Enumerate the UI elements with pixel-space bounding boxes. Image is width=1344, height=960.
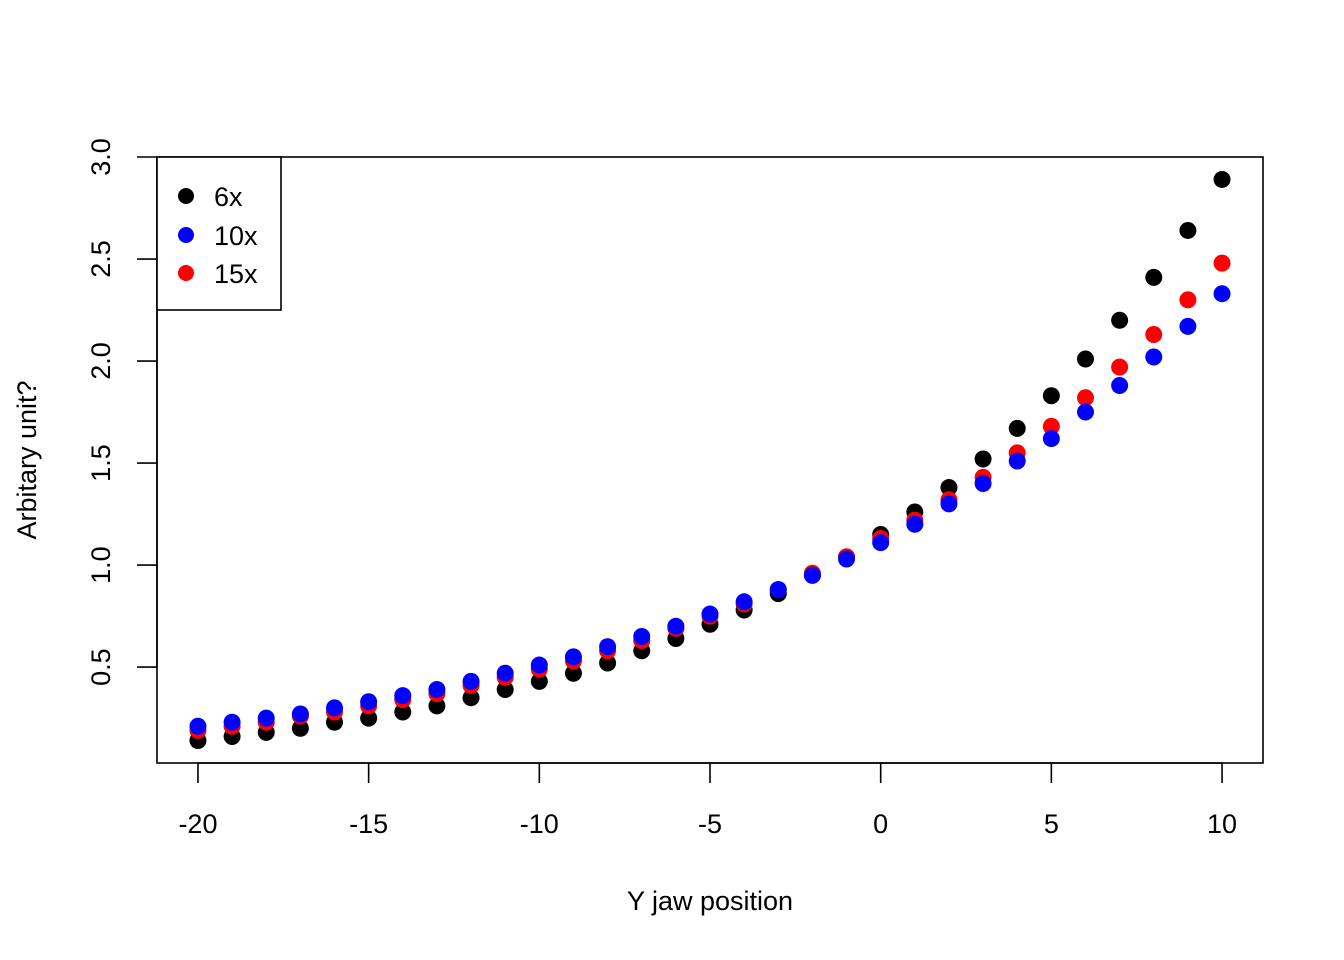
plot-area-frame: [156, 156, 1264, 764]
x-tick-label: 10: [1207, 809, 1237, 839]
point-6x: [496, 681, 514, 699]
point-15x: [1042, 417, 1060, 435]
y-tick-label: 2.5: [86, 240, 116, 278]
point-10x: [360, 693, 378, 711]
point-10x: [189, 717, 207, 735]
point-6x: [940, 479, 958, 497]
point-10x: [735, 593, 753, 611]
point-15x: [1179, 291, 1197, 309]
x-tick-label: -10: [520, 809, 559, 839]
point-10x: [394, 687, 412, 705]
point-6x: [291, 719, 309, 737]
point-10x: [1179, 317, 1197, 335]
y-tick-label: 1.0: [86, 546, 116, 584]
point-6x: [599, 654, 617, 672]
point-10x: [974, 474, 992, 492]
point-10x: [803, 566, 821, 584]
legend-marker-10x: [178, 227, 194, 243]
legend-marker-15x: [178, 265, 194, 281]
legend-label-10x: 10x: [214, 221, 258, 251]
point-10x: [428, 681, 446, 699]
legend: 6x 10x 15x: [156, 156, 282, 311]
x-axis: -20 -15 -10 -5 0 5 10: [178, 762, 1237, 839]
point-15x: [1076, 389, 1094, 407]
point-6x: [1008, 419, 1026, 437]
point-6x: [1042, 387, 1060, 405]
point-10x: [906, 515, 924, 533]
point-15x: [1213, 254, 1231, 272]
y-axis-title: Arbitary unit?: [12, 380, 42, 539]
y-axis: 0.5 1.0 1.5 2.0 2.5 3.0: [86, 138, 158, 686]
point-6x: [428, 697, 446, 715]
point-15x: [1145, 326, 1163, 344]
point-6x: [564, 664, 582, 682]
point-6x: [462, 689, 480, 707]
point-6x: [1179, 221, 1197, 239]
y-tick-label: 1.5: [86, 444, 116, 482]
x-tick-label: -15: [349, 809, 388, 839]
point-10x: [1008, 452, 1026, 470]
legend-marker-6x: [178, 188, 194, 204]
point-10x: [1213, 285, 1231, 303]
data-points: [189, 170, 1231, 750]
legend-label-15x: 15x: [214, 259, 258, 289]
point-10x: [496, 664, 514, 682]
point-10x: [838, 550, 856, 568]
point-10x: [530, 656, 548, 674]
point-10x: [1042, 430, 1060, 448]
x-axis-title: Y jaw position: [627, 886, 793, 916]
point-10x: [1111, 377, 1129, 395]
x-tick-label: -20: [178, 809, 217, 839]
legend-box: [156, 156, 282, 311]
point-6x: [1076, 350, 1094, 368]
point-6x: [530, 672, 548, 690]
x-tick-label: 0: [873, 809, 888, 839]
point-10x: [291, 705, 309, 723]
point-10x: [223, 713, 241, 731]
point-10x: [564, 648, 582, 666]
point-10x: [1076, 403, 1094, 421]
y-tick-label: 0.5: [86, 648, 116, 686]
point-10x: [326, 699, 344, 717]
point-10x: [633, 627, 651, 645]
point-10x: [769, 581, 787, 599]
point-6x: [360, 709, 378, 727]
point-10x: [1145, 348, 1163, 366]
point-6x: [394, 703, 412, 721]
y-tick-label: 3.0: [86, 138, 116, 176]
point-10x: [257, 709, 275, 727]
legend-label-6x: 6x: [214, 182, 243, 212]
point-10x: [701, 605, 719, 623]
point-10x: [940, 495, 958, 513]
point-6x: [1213, 170, 1231, 188]
x-tick-label: 5: [1044, 809, 1059, 839]
y-tick-label: 2.0: [86, 342, 116, 380]
point-10x: [872, 534, 890, 552]
point-6x: [974, 450, 992, 468]
point-10x: [462, 672, 480, 690]
point-6x: [1111, 311, 1129, 329]
point-10x: [599, 638, 617, 656]
x-tick-label: -5: [698, 809, 722, 839]
point-6x: [1145, 268, 1163, 286]
point-10x: [667, 617, 685, 635]
point-15x: [1111, 358, 1129, 376]
